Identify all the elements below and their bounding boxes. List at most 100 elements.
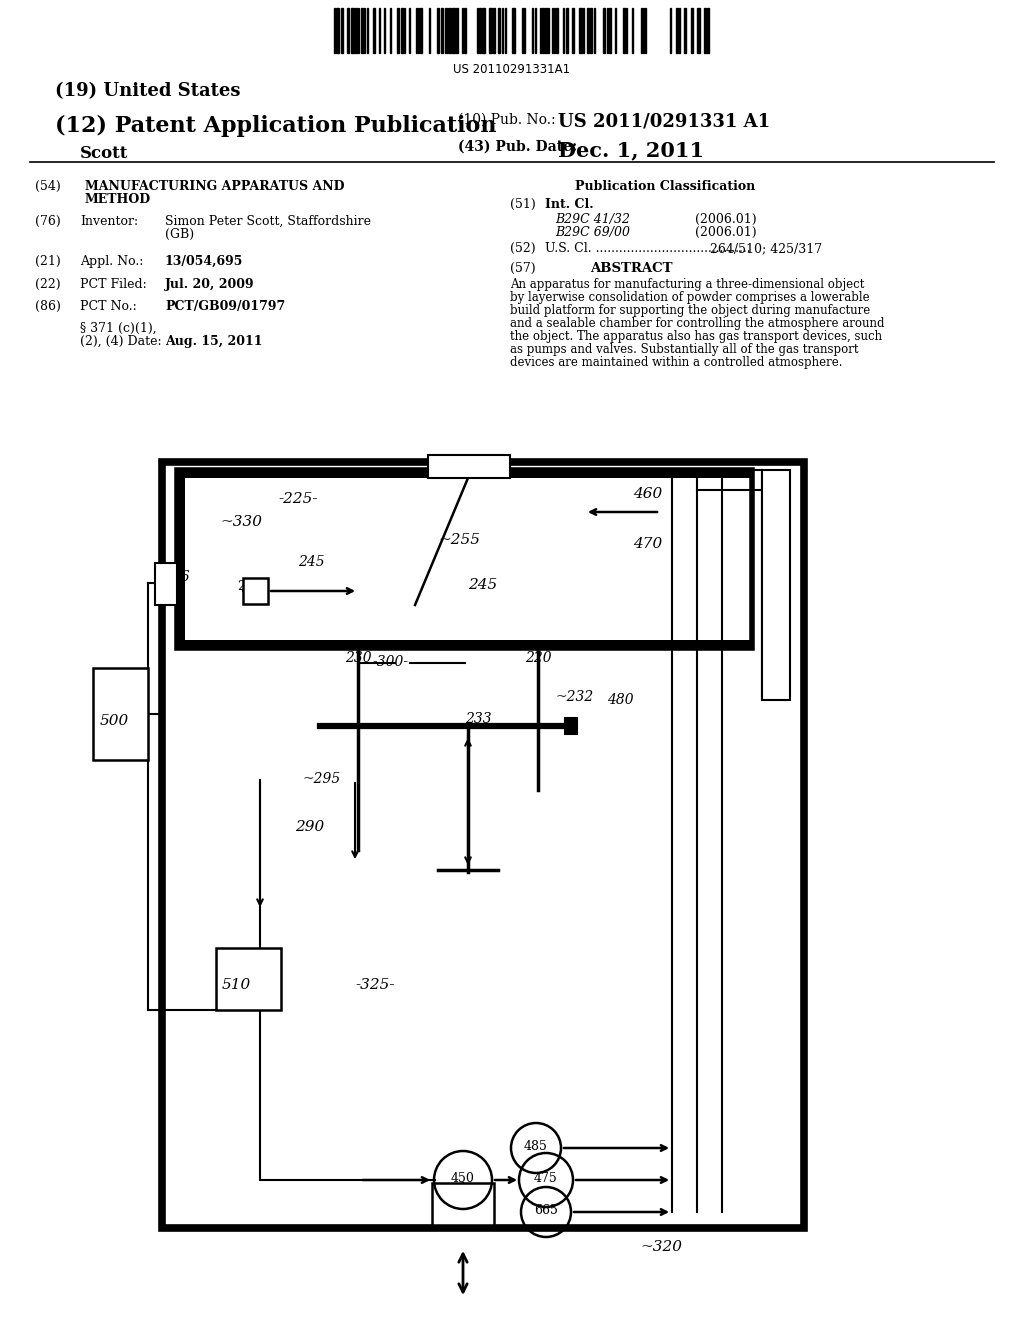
Text: Aug. 15, 2011: Aug. 15, 2011 [165,335,262,348]
Text: PCT Filed:: PCT Filed: [80,279,146,290]
Bar [351,8,354,53]
Text: ~255: ~255 [438,533,480,546]
Text: 665: 665 [535,1204,558,1217]
Bar [177,640,752,648]
Text: B29C 41/32: B29C 41/32 [555,213,630,226]
Bar [177,470,185,648]
Text: METHOD: METHOD [85,193,152,206]
Bar [512,8,515,53]
Text: Inventor:: Inventor: [80,215,138,228]
Text: and a sealable chamber for controlling the atmosphere around: and a sealable chamber for controlling t… [510,317,885,330]
Bar [347,8,349,53]
Bar [452,8,455,53]
Text: (GB): (GB) [165,228,195,242]
Bar [493,8,495,53]
Text: 245: 245 [468,578,498,591]
Text: Dec. 1, 2011: Dec. 1, 2011 [558,140,705,160]
Text: 510: 510 [222,978,251,993]
Bar [590,8,592,53]
Text: Appl. No.:: Appl. No.: [80,255,143,268]
Bar [243,578,268,605]
Text: build platform for supporting the object during manufacture: build platform for supporting the object… [510,304,870,317]
Bar [572,8,574,53]
Bar [705,8,706,53]
Text: MANUFACTURING APPARATUS AND: MANUFACTURING APPARATUS AND [85,180,344,193]
Text: 245: 245 [298,554,325,569]
Bar [707,8,709,53]
Text: US 20110291331A1: US 20110291331A1 [454,63,570,77]
Text: 264/510; 425/317: 264/510; 425/317 [710,242,822,255]
Text: B29C 69/00: B29C 69/00 [555,226,630,239]
Text: 13/054,695: 13/054,695 [165,255,244,268]
Text: ~320: ~320 [640,1239,682,1254]
Text: (51): (51) [510,198,536,211]
Bar [762,470,790,700]
Bar [428,455,510,478]
Text: (2), (4) Date:: (2), (4) Date: [80,335,162,348]
Bar [623,8,625,53]
Bar [401,8,403,53]
Text: 500: 500 [100,714,129,729]
Bar [361,8,362,53]
Bar [579,8,582,53]
Text: ~232: ~232 [556,690,594,704]
Text: Publication Classification: Publication Classification [575,180,756,193]
Text: 240: 240 [237,579,261,593]
Bar [482,8,485,53]
Bar [697,8,700,53]
Text: 450: 450 [451,1172,475,1185]
Bar [355,8,357,53]
Bar [93,668,148,760]
Text: (43) Pub. Date:: (43) Pub. Date: [458,140,578,154]
Text: -300-: -300- [372,655,409,669]
Text: (76): (76) [35,215,60,228]
Text: 233: 233 [465,711,492,726]
Text: (19) United States: (19) United States [55,82,241,100]
Bar [542,8,544,53]
Text: PCT/GB09/01797: PCT/GB09/01797 [165,300,286,313]
Bar [177,470,752,648]
Bar [565,718,577,734]
Bar [177,506,185,595]
Text: -325-: -325- [355,978,394,993]
Bar [456,8,458,53]
Bar [545,8,547,53]
Bar [162,462,804,1228]
Text: US 2011/0291331 A1: US 2011/0291331 A1 [558,114,770,131]
Text: 220: 220 [525,651,552,665]
Text: U.S. Cl. ........................................: U.S. Cl. ...............................… [545,242,751,255]
Text: Jul. 20, 2009: Jul. 20, 2009 [165,279,255,290]
Bar [566,8,568,53]
Bar [603,8,605,53]
Bar [449,8,451,53]
Text: as pumps and valves. Substantially all of the gas transport: as pumps and valves. Substantially all o… [510,343,858,356]
Text: Int. Cl.: Int. Cl. [545,198,594,211]
Bar [587,8,589,53]
Text: -225-: -225- [278,492,317,506]
Bar [464,8,466,53]
Bar [155,564,177,605]
Bar [609,8,611,53]
Text: (22): (22) [35,279,60,290]
Bar [684,8,686,53]
Text: ABSTRACT: ABSTRACT [590,261,673,275]
Text: (12) Patent Application Publication: (12) Patent Application Publication [55,115,497,137]
Text: 470: 470 [633,537,663,550]
Text: 290: 290 [295,820,325,834]
Text: (86): (86) [35,300,60,313]
Text: (10) Pub. No.:: (10) Pub. No.: [458,114,556,127]
Bar [489,8,492,53]
Text: § 371 (c)(1),: § 371 (c)(1), [80,322,157,335]
Bar [479,8,481,53]
Text: (52): (52) [510,242,536,255]
Bar [556,8,558,53]
Text: 475: 475 [535,1172,558,1185]
Text: Scott: Scott [80,145,128,162]
Bar [216,948,281,1010]
Bar [177,470,752,478]
Text: 230: 230 [345,651,372,665]
Bar [373,8,375,53]
Bar [691,8,693,53]
Text: 485: 485 [524,1140,548,1154]
Text: ~330: ~330 [220,515,262,529]
